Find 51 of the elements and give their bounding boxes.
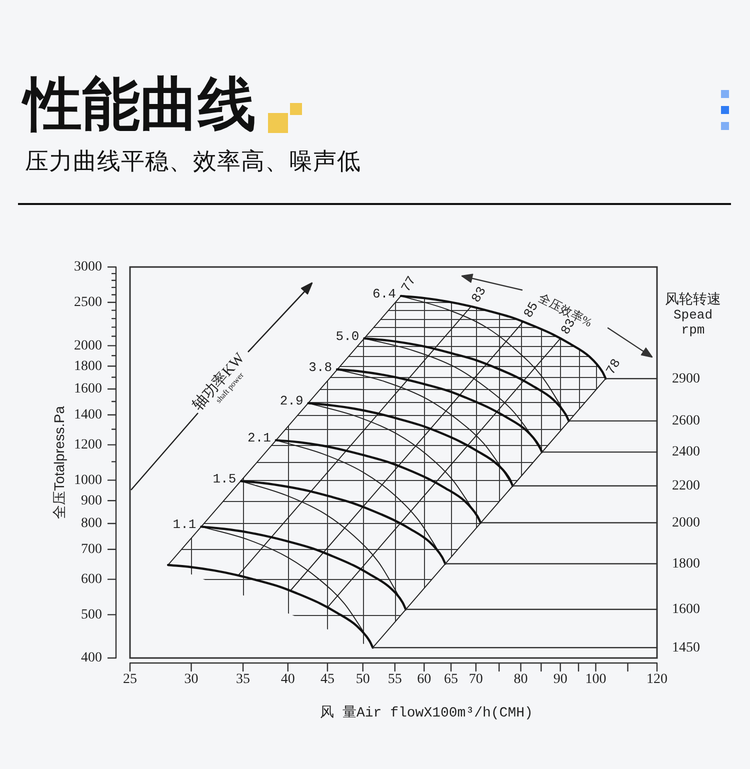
series-label: 2.1 <box>248 430 272 446</box>
annotation: 2400 <box>672 444 700 460</box>
annotation: 2200 <box>672 478 700 494</box>
annotation: 1600 <box>672 602 700 618</box>
x-tick-label: 65 <box>444 672 458 688</box>
text: 风轮转速 Spead rpm <box>665 292 721 338</box>
x-tick-label: 40 <box>280 672 295 688</box>
y-tick-label: 1600 <box>74 382 102 397</box>
x-tick-label: 120 <box>646 672 668 688</box>
text: 78 <box>603 356 624 378</box>
text: 77 <box>398 274 420 295</box>
x-tick-label: 35 <box>236 672 250 688</box>
x-tick-label: 30 <box>184 672 198 688</box>
text: 83 <box>468 284 490 306</box>
annotation: 2600 <box>672 414 700 429</box>
x-tick-label: 80 <box>514 672 528 688</box>
y-tick-label: 600 <box>81 572 102 587</box>
y-tick-label: 400 <box>81 650 102 666</box>
y-tick-label: 2500 <box>74 295 102 310</box>
series-label: 1.1 <box>172 517 196 532</box>
x-tick-label: 50 <box>356 672 370 688</box>
y-tick-label: 2000 <box>74 338 102 354</box>
y-tick-label: 700 <box>81 542 102 558</box>
y-axis-title: 全压Totalpress.Pa <box>50 406 67 519</box>
y-tick-label: 900 <box>81 493 102 508</box>
x-tick-label: 25 <box>123 672 137 688</box>
y-tick-label: 1000 <box>74 472 102 488</box>
series-label: 2.9 <box>280 394 304 409</box>
x-tick-label: 60 <box>417 672 432 688</box>
series-label: 6.4 <box>372 286 396 302</box>
x-tick-label: 90 <box>553 672 568 688</box>
x-axis-title: 风 量Air flowX100m³/h(CMH) <box>320 706 533 722</box>
chart-subtitle: 压力曲线平稳、效率高、噪声低 <box>25 148 361 174</box>
series-label: 3.8 <box>308 360 332 375</box>
annotation: 1800 <box>672 556 700 572</box>
y-tick-label: 1200 <box>74 437 102 452</box>
y-tick-label: 1800 <box>74 358 102 374</box>
y-tick-label: 3000 <box>74 260 102 275</box>
annotation: 2900 <box>672 371 700 386</box>
x-tick-label: 70 <box>468 672 483 688</box>
x-tick-label: 100 <box>585 672 606 688</box>
x-tick-label: 45 <box>320 672 334 688</box>
y-tick-label: 500 <box>81 607 102 622</box>
annotation: 1450 <box>672 640 700 656</box>
series-label: 5.0 <box>336 328 360 344</box>
chart-title: 性能曲线 <box>24 72 256 137</box>
y-tick-label: 1400 <box>74 408 102 423</box>
y-tick-label: 800 <box>81 516 102 532</box>
series-label: 1.5 <box>212 472 236 487</box>
x-tick-label: 55 <box>388 672 402 688</box>
annotation: 2000 <box>672 515 700 530</box>
